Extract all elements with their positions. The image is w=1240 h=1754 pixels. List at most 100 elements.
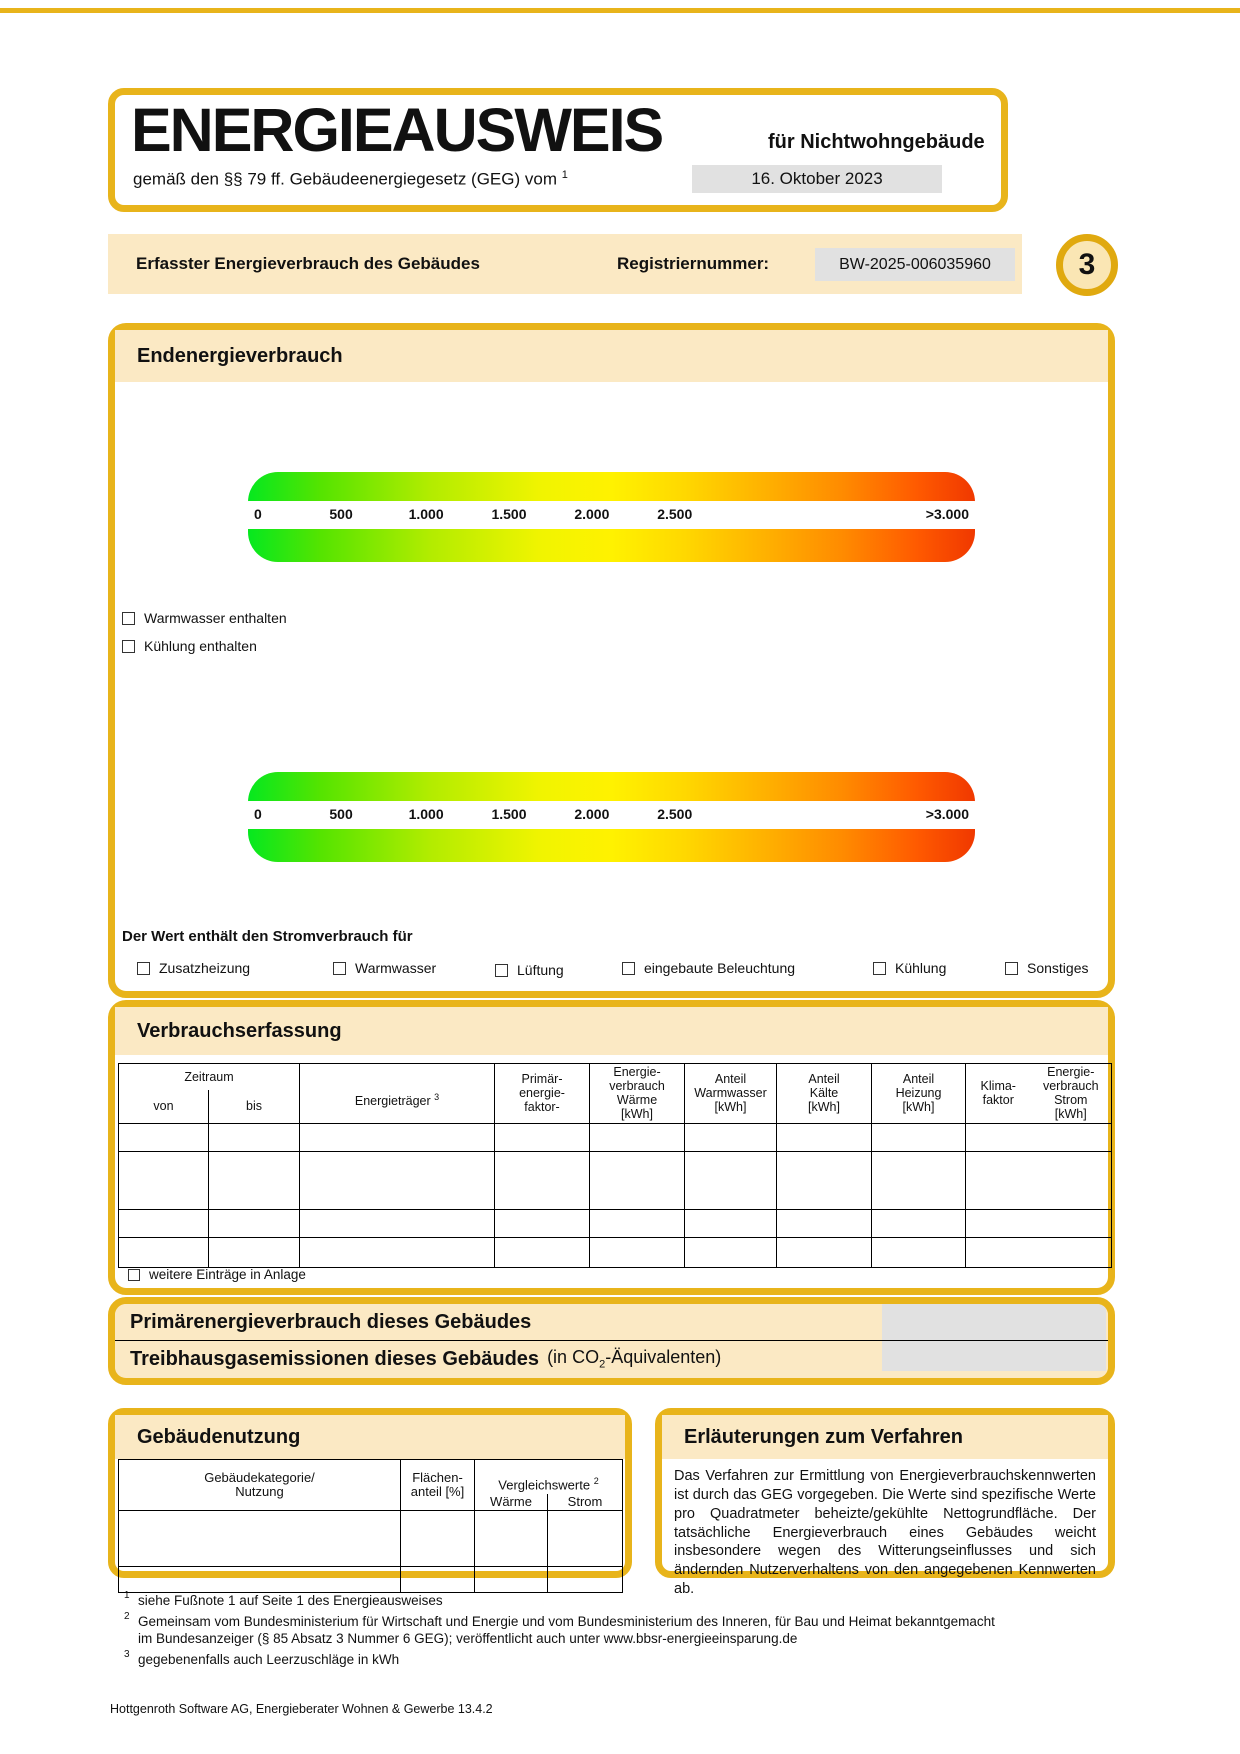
table-cell [494, 1150, 591, 1210]
table-cell [546, 1566, 624, 1594]
table-cell [1030, 1150, 1113, 1210]
electricity-note: Der Wert enthält den Stromverbrauch für [122, 928, 413, 945]
sonstiges-checkbox[interactable] [1005, 961, 1018, 975]
warmwasser-row: Warmwasser [333, 960, 436, 976]
scale-tick-label: 2.500 [657, 806, 693, 822]
table-cell [118, 1122, 209, 1152]
zusatzheizung-checkbox[interactable] [137, 961, 150, 975]
kuehlung-enthalten-checkbox[interactable] [122, 639, 135, 653]
lueftung-checkbox[interactable] [495, 963, 508, 977]
table-row [118, 1236, 1113, 1268]
table-cell [871, 1122, 967, 1152]
scale-tick-label: 1.500 [491, 506, 527, 522]
col-header-verbrauch-strom: Energie- verbrauch Strom [kWh] [1030, 1063, 1113, 1124]
scale-tick-label: 1.000 [408, 806, 444, 822]
explanation-header-band: Erläuterungen zum Verfahren [662, 1415, 1108, 1459]
page-number-badge: 3 [1056, 234, 1118, 296]
kuehlung-checkbox[interactable] [873, 961, 886, 975]
warmwasser-checkbox[interactable] [333, 961, 346, 975]
col-header-anteil-warmwasser: Anteil Warmwasser [kWh] [684, 1063, 778, 1124]
table-cell [684, 1236, 778, 1268]
table-cell [965, 1150, 1031, 1210]
table-cell [684, 1150, 778, 1210]
compare-sup: 2 [593, 1475, 599, 1486]
table-cell [400, 1510, 475, 1568]
registration-band: Erfasster Energieverbrauch des Gebäudes … [108, 234, 1022, 294]
table-cell [474, 1566, 548, 1594]
law-footnote-sup: 1 [561, 169, 568, 181]
registry-number: BW-2025-006035960 [839, 255, 991, 273]
footnote-item: 2 Gemeinsam vom Bundesministerium für Wi… [118, 1610, 998, 1648]
table-cell [299, 1236, 496, 1268]
consumption-table: Zeitraum Energieträger 3 Primär- energie… [117, 1062, 1113, 1268]
scale-1-label-stripe [248, 501, 975, 529]
scale-tick-label: 500 [329, 506, 353, 522]
scale-tick-label: 2.000 [574, 506, 610, 522]
col-header-bis: bis [207, 1089, 301, 1124]
col-header-von: von [118, 1089, 209, 1124]
col-header-category: Gebäudekategorie/ Nutzung [118, 1458, 401, 1512]
warmwasser-enthalten-checkbox[interactable] [122, 611, 135, 625]
kuehlung-label: Kühlung [895, 960, 947, 976]
eingebaute-beleuchtung-checkbox[interactable] [622, 961, 635, 975]
table-cell [207, 1150, 301, 1210]
zusatzheizung-label: Zusatzheizung [159, 960, 251, 976]
explanation-title: Erläuterungen zum Verfahren [684, 1425, 963, 1448]
warmwasser-enthalten-row: Warmwasser enthalten [122, 610, 287, 626]
table-cell [546, 1510, 624, 1568]
table-cell [118, 1236, 209, 1268]
consumption-header-band: Verbrauchserfassung [115, 1007, 1108, 1055]
end-energy-box: Endenergieverbrauch 0 500 1.000 1.500 2.… [108, 323, 1115, 998]
table-cell [118, 1510, 401, 1568]
scale-tick-label: 0 [254, 506, 262, 522]
eingebaute-beleuchtung-label: eingebaute Beleuchtung [644, 960, 796, 976]
end-energy-title: Endenergieverbrauch [137, 344, 343, 367]
scale-tick-label: >3.000 [925, 806, 969, 822]
table-row [118, 1566, 624, 1594]
footnote-number: 3 [124, 1648, 130, 1660]
explanation-text: Das Verfahren zur Ermittlung von Energie… [674, 1468, 1096, 1598]
kuehlung-enthalten-label: Kühlung enthalten [144, 638, 257, 654]
consumption-scale-1: 0 500 1.000 1.500 2.000 2.500 >3.000 [248, 472, 975, 562]
table-cell [207, 1208, 301, 1238]
page-number: 3 [1078, 248, 1096, 281]
building-use-box: Gebäudenutzung Gebäudekategorie/ Nutzung… [108, 1408, 632, 1594]
table-cell [118, 1208, 209, 1238]
footnote-text: gegebenenfalls auch Leerzuschläge in kWh [138, 1651, 400, 1667]
table-cell [965, 1122, 1031, 1152]
explanation-box: Erläuterungen zum Verfahren Das Verfahre… [655, 1408, 1115, 1597]
more-entries-checkbox[interactable] [128, 1268, 140, 1281]
table-cell [589, 1122, 686, 1152]
table-cell [494, 1208, 591, 1238]
summary-box: Primärenergieverbrauch dieses Gebäudes T… [108, 1297, 1115, 1385]
footnote-item: 1 siehe Fußnote 1 auf Seite 1 des Energi… [118, 1590, 998, 1610]
issue-date-field: 16. Oktober 2023 [692, 165, 942, 193]
table-cell [589, 1150, 686, 1210]
sonstiges-row: Sonstiges [1005, 960, 1088, 976]
table-cell [1030, 1236, 1113, 1268]
table-cell [776, 1150, 873, 1210]
warmwasser-enthalten-label: Warmwasser enthalten [144, 610, 287, 626]
col-header-klimafaktor: Klima- faktor [965, 1063, 1031, 1124]
table-cell [776, 1236, 873, 1268]
table-cell [118, 1150, 209, 1210]
warmwasser-label: Warmwasser [355, 960, 437, 976]
table-cell [965, 1236, 1031, 1268]
table-cell [1030, 1208, 1113, 1238]
table-cell [776, 1122, 873, 1152]
header-box: ENERGIEAUSWEIS für Nichtwohngebäude gemä… [108, 88, 1008, 212]
col-header-strom: Strom [546, 1493, 624, 1512]
footnote-number: 2 [124, 1610, 130, 1622]
ghg-paren-pre: (in CO [547, 1347, 600, 1368]
certificate-type-label: für Nichtwohngebäude [768, 131, 985, 153]
table-cell [871, 1150, 967, 1210]
more-entries-row: weitere Einträge in Anlage [128, 1267, 306, 1282]
scale-tick-label: 2.000 [574, 806, 610, 822]
scale-tick-label: 1.500 [491, 806, 527, 822]
table-cell [965, 1208, 1031, 1238]
ghg-unit-note: (in CO2-Äquivalenten) [547, 1347, 721, 1371]
scale-2-label-stripe [248, 801, 975, 829]
col-header-primaerfaktor: Primär- energie- faktor- [494, 1063, 591, 1124]
footnote-item: 3 gegebenenfalls auch Leerzuschläge in k… [118, 1648, 998, 1669]
building-use-header-band: Gebäudenutzung [115, 1415, 625, 1459]
